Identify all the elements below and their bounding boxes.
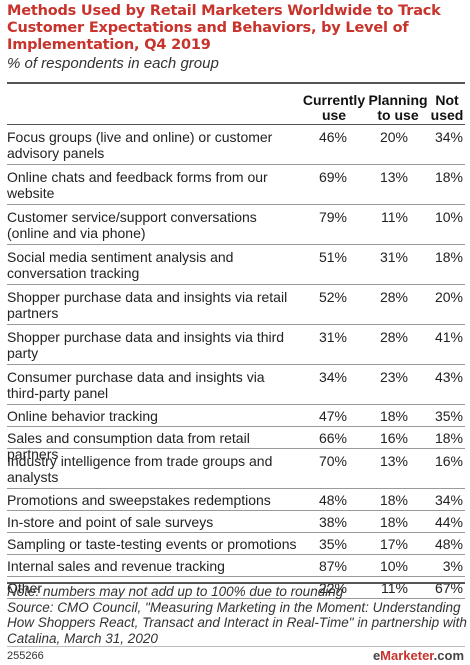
row-label: Internal sales and revenue tracking bbox=[7, 558, 225, 574]
row-label: Online behavior tracking bbox=[7, 408, 158, 424]
row-label: Customer service/support conversations (… bbox=[7, 209, 257, 241]
cell-planning-to-use: 28% bbox=[379, 329, 408, 345]
cell-not-used: 35% bbox=[434, 408, 463, 424]
bottom-rule bbox=[7, 582, 465, 584]
cell-planning-to-use: 18% bbox=[379, 408, 408, 424]
table-row: Shopper purchase data and insights via t… bbox=[7, 325, 465, 365]
cell-currently-use: 51% bbox=[318, 249, 347, 265]
cell-not-used: 48% bbox=[434, 536, 463, 552]
column-header-not-used: Not used bbox=[430, 92, 464, 123]
row-label: Online chats and feedback forms from our… bbox=[7, 169, 268, 201]
cell-currently-use: 52% bbox=[318, 289, 347, 305]
table-row: Customer service/support conversations (… bbox=[7, 205, 465, 245]
row-label: Other bbox=[7, 580, 43, 596]
footnote: Note: numbers may not add up to 100% due… bbox=[7, 584, 467, 646]
chart-title: Methods Used by Retail Marketers Worldwi… bbox=[7, 3, 441, 53]
cell-not-used: 10% bbox=[434, 209, 463, 225]
cell-currently-use: 79% bbox=[318, 209, 347, 225]
cell-not-used: 34% bbox=[434, 492, 463, 508]
header-rule bbox=[7, 124, 465, 125]
cell-not-used: 41% bbox=[434, 329, 463, 345]
table-row: Online chats and feedback forms from our… bbox=[7, 165, 465, 205]
cell-not-used: 67% bbox=[434, 580, 463, 596]
row-label: Promotions and sweepstakes redemptions bbox=[7, 492, 271, 508]
cell-planning-to-use: 13% bbox=[379, 169, 408, 185]
cell-currently-use: 69% bbox=[318, 169, 347, 185]
chart-id: 255266 bbox=[7, 650, 44, 662]
cell-currently-use: 70% bbox=[318, 453, 347, 469]
cell-not-used: 18% bbox=[434, 430, 463, 446]
top-rule bbox=[7, 82, 465, 84]
brand-name: Marketer bbox=[380, 648, 434, 663]
cell-currently-use: 31% bbox=[318, 329, 347, 345]
cell-planning-to-use: 18% bbox=[379, 492, 408, 508]
source-text: Source: CMO Council, "Measuring Marketin… bbox=[7, 599, 467, 646]
table-row: Internal sales and revenue tracking 87% 10… bbox=[7, 555, 465, 577]
cell-planning-to-use: 11% bbox=[381, 580, 408, 596]
cell-currently-use: 22% bbox=[318, 580, 347, 596]
table-row: Social media sentiment analysis and conv… bbox=[7, 245, 465, 285]
cell-planning-to-use: 10% bbox=[379, 558, 408, 574]
cell-currently-use: 87% bbox=[318, 558, 347, 574]
row-label: Shopper purchase data and insights via r… bbox=[7, 289, 288, 321]
table-row: Industry intelligence from trade groups … bbox=[7, 449, 465, 489]
cell-planning-to-use: 11% bbox=[381, 209, 408, 225]
cell-planning-to-use: 20% bbox=[379, 129, 408, 145]
column-header-planning-to-use: Planning to use bbox=[368, 92, 428, 123]
table-row: Shopper purchase data and insights via r… bbox=[7, 285, 465, 325]
cell-not-used: 3% bbox=[442, 558, 463, 574]
cell-not-used: 16% bbox=[434, 453, 463, 469]
table-row: Promotions and sweepstakes redemptions 48… bbox=[7, 489, 465, 511]
footer-rule bbox=[7, 646, 465, 647]
cell-currently-use: 47% bbox=[318, 408, 347, 424]
table-row: Focus groups (live and online) or custom… bbox=[7, 125, 465, 165]
row-label: Shopper purchase data and insights via t… bbox=[7, 329, 285, 361]
data-table-body: Focus groups (live and online) or custom… bbox=[7, 125, 465, 599]
cell-planning-to-use: 28% bbox=[379, 289, 408, 305]
cell-currently-use: 35% bbox=[318, 536, 347, 552]
cell-not-used: 20% bbox=[434, 289, 463, 305]
row-label: Social media sentiment analysis and conv… bbox=[7, 249, 234, 281]
cell-not-used: 34% bbox=[434, 129, 463, 145]
column-header-currently-use: Currently use bbox=[302, 92, 366, 123]
cell-currently-use: 48% bbox=[318, 492, 347, 508]
cell-planning-to-use: 13% bbox=[379, 453, 408, 469]
row-label: Consumer purchase data and insights via … bbox=[7, 369, 265, 401]
cell-not-used: 18% bbox=[434, 249, 463, 265]
cell-currently-use: 34% bbox=[318, 369, 347, 385]
brand-suffix: .com bbox=[433, 648, 464, 663]
cell-planning-to-use: 17% bbox=[379, 536, 408, 552]
chart-subtitle: % of respondents in each group bbox=[7, 55, 219, 72]
table-row: Sampling or taste-testing events or prom… bbox=[7, 533, 465, 555]
emarketer-logo: eMarketer.com bbox=[373, 648, 464, 663]
cell-planning-to-use: 18% bbox=[379, 514, 408, 530]
cell-planning-to-use: 16% bbox=[379, 430, 408, 446]
row-label: Sales and consumption data from retail p… bbox=[7, 430, 250, 462]
table-row: Consumer purchase data and insights via … bbox=[7, 365, 465, 405]
cell-not-used: 18% bbox=[434, 169, 463, 185]
cell-planning-to-use: 31% bbox=[379, 249, 408, 265]
table-row: Sales and consumption data from retail p… bbox=[7, 427, 465, 462]
cell-not-used: 43% bbox=[434, 369, 463, 385]
row-label: Industry intelligence from trade groups … bbox=[7, 453, 273, 485]
table-row: Online behavior tracking 47% 18% 35% bbox=[7, 405, 465, 427]
cell-currently-use: 66% bbox=[318, 430, 347, 446]
table-row: Other 22% 11% 67% bbox=[7, 577, 465, 599]
row-label: Sampling or taste-testing events or prom… bbox=[7, 536, 297, 552]
brand-prefix: e bbox=[372, 648, 381, 663]
cell-planning-to-use: 23% bbox=[379, 369, 408, 385]
cell-currently-use: 38% bbox=[318, 514, 347, 530]
cell-not-used: 44% bbox=[434, 514, 463, 530]
table-row: In-store and point of sale surveys 38% 18%… bbox=[7, 511, 465, 533]
row-label: Focus groups (live and online) or custom… bbox=[7, 129, 273, 161]
note-text: Note: numbers may not add up to 100% due… bbox=[7, 584, 344, 599]
row-label: In-store and point of sale surveys bbox=[7, 514, 214, 530]
cell-currently-use: 46% bbox=[318, 129, 347, 145]
